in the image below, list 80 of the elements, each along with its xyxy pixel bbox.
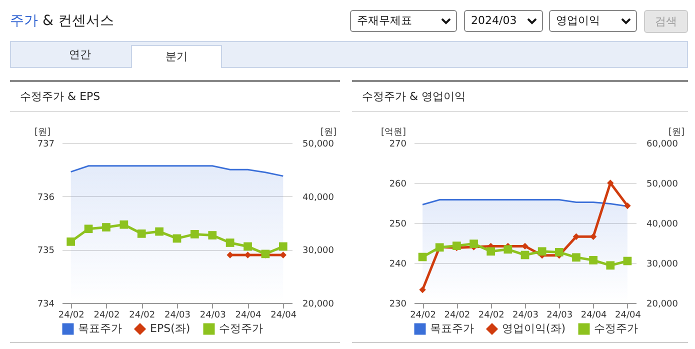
point — [102, 223, 110, 232]
point — [572, 233, 580, 240]
y-tick-label: 734 — [37, 300, 55, 310]
point — [190, 230, 199, 238]
text: 2024/03 — [464, 10, 543, 32]
y-tick-label: 240 — [389, 260, 407, 270]
legend-label: 목표주가 — [430, 322, 474, 335]
text: 분기 — [131, 45, 222, 68]
x-tick-label: 24/02 — [444, 310, 470, 320]
point — [504, 245, 512, 254]
text: 연간 — [68, 47, 92, 63]
text: 검색 — [644, 10, 688, 33]
chart-title: 수정주가 & 영업이익 — [352, 80, 688, 112]
y-tick-label: 230 — [389, 300, 407, 310]
point — [554, 248, 564, 256]
x-tick-label: 24/03 — [164, 310, 190, 320]
point — [606, 261, 615, 270]
point — [452, 242, 461, 250]
point — [607, 180, 614, 186]
text: 영업이익 — [549, 10, 637, 32]
y-tick-label: 735 — [37, 246, 54, 256]
y2-tick-label: 30,000 — [646, 260, 678, 270]
point — [226, 238, 234, 247]
x-tick-label: 24/02 — [94, 310, 120, 320]
x-tick-label: 24/04 — [235, 310, 262, 320]
point — [278, 242, 288, 251]
point — [623, 256, 632, 266]
x-tick-label: 24/02 — [478, 310, 504, 320]
point — [522, 242, 528, 250]
point — [66, 237, 76, 246]
chart-title: 수정주가 & EPS — [10, 80, 340, 112]
y2-tick-label: 20,000 — [646, 300, 678, 310]
x-tick-label: 24/04 — [614, 310, 642, 320]
point — [84, 224, 93, 234]
point — [137, 229, 146, 238]
legend-label: EPS(좌) — [150, 322, 190, 335]
point — [120, 220, 128, 229]
point — [244, 242, 252, 251]
x-tick-label: 24/03 — [546, 310, 573, 320]
legend-label: 영업이익(좌) — [502, 322, 566, 335]
x-tick-label: 24/02 — [58, 310, 84, 320]
x-tick-label: 24/04 — [270, 310, 297, 320]
y-tick-label: 736 — [37, 192, 55, 203]
y2-tick-label: 30,000 — [302, 246, 334, 256]
text: 주가 & 컨센서스 — [10, 12, 114, 30]
y-tick-label: 270 — [389, 140, 407, 150]
point — [155, 227, 164, 236]
point — [589, 256, 598, 264]
text: 주재무제표 — [350, 10, 457, 32]
y2-tick-label: 20,000 — [302, 300, 334, 310]
y2-tick-label: 40,000 — [302, 192, 334, 203]
y2-tick-label: 50,000 — [646, 180, 678, 190]
x-tick-label: 24/02 — [410, 310, 436, 320]
y2-axis-title: [원] — [320, 128, 337, 138]
point — [470, 240, 478, 248]
point — [418, 252, 427, 262]
x-tick-label: 24/03 — [200, 310, 226, 320]
point — [520, 250, 530, 260]
point — [486, 247, 496, 256]
x-tick-label: 24/03 — [512, 310, 538, 320]
y-axis-title: [억원] — [380, 128, 406, 138]
y-tick-label: 250 — [389, 220, 407, 230]
y-tick-label: 737 — [37, 140, 54, 150]
legend-label: 목표주가 — [78, 322, 122, 335]
legend-label: 수정주가 — [594, 322, 638, 335]
y2-tick-label: 40,000 — [646, 220, 678, 230]
y-tick-label: 260 — [389, 180, 407, 190]
y-axis-title: [원] — [34, 128, 51, 138]
y2-tick-label: 60,000 — [646, 140, 678, 150]
x-tick-label: 24/04 — [580, 310, 608, 320]
point — [572, 253, 580, 262]
point — [624, 202, 631, 210]
point — [538, 247, 546, 256]
y2-tick-label: 50,000 — [302, 140, 334, 150]
point — [172, 234, 182, 243]
x-tick-label: 24/02 — [129, 310, 156, 320]
legend-label: 수정주가 — [219, 322, 263, 335]
point — [419, 286, 426, 294]
point — [208, 231, 217, 240]
y2-axis-title: [원] — [668, 128, 685, 138]
